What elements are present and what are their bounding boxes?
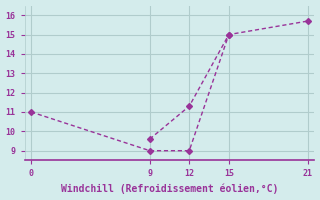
X-axis label: Windchill (Refroidissement éolien,°C): Windchill (Refroidissement éolien,°C) bbox=[61, 184, 278, 194]
